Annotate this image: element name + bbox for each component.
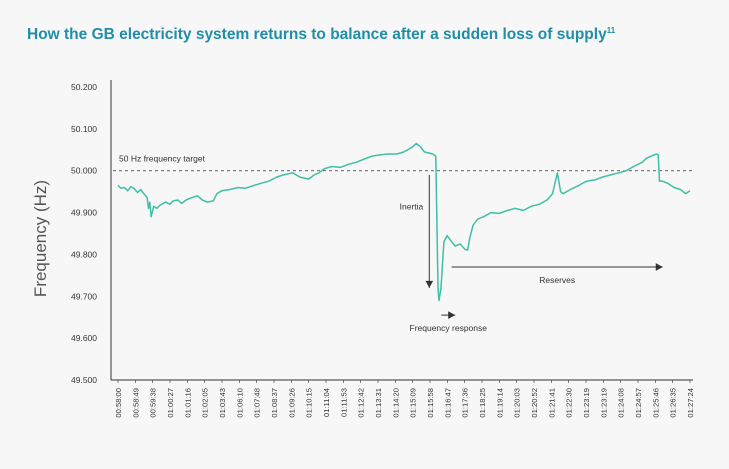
x-tick-label: 01:15:58 [426,388,435,418]
annotations: Inertia Frequency response Reserves [400,174,663,333]
y-tick-label: 49.600 [71,333,97,343]
y-tick-label: 49.800 [71,249,97,259]
x-tick-label: 01:24:08 [617,388,626,418]
x-tick-label: 01:09:26 [287,388,296,418]
x-tick-label: 01:10:15 [305,388,314,418]
x-tick-label: 01:23:19 [582,388,591,418]
x-tick-label: 01:11:04 [322,388,331,417]
x-tick-label: 00:58:49 [131,388,140,418]
x-axis-ticks: 00:58:00 00:58:49 00:59:38 01:00:27 01:01:16… [114,380,695,418]
x-tick-label: 01:06:10 [235,388,244,418]
x-tick-label: 01:15:09 [409,388,418,418]
x-tick-label: 00:58:00 [114,388,123,418]
target-reference-label: 50 Hz frequency target [119,154,206,164]
arrow-head [448,311,456,319]
x-tick-label: 01:19:14 [495,388,504,418]
y-tick-label: 49.700 [71,291,97,301]
x-tick-label: 01:23:19 [599,388,608,418]
x-tick-label: 01:02:05 [201,388,210,418]
x-tick-label: 00:59:38 [149,388,158,418]
x-tick-label: 01:13:31 [374,388,383,418]
title-footnote-marker: 11 [606,26,616,35]
reserves-label: Reserves [539,275,575,285]
x-tick-label: 01:11:53 [339,388,348,417]
x-tick-label: 01:08:37 [270,388,279,418]
x-tick-label: 01:12:42 [357,388,366,418]
y-tick-label: 50.100 [71,124,97,134]
x-tick-label: 01:21:41 [547,388,556,418]
x-tick-label: 01:18:25 [478,388,487,418]
inertia-label: Inertia [400,201,424,211]
frequency-response-label: Frequency response [410,323,488,333]
x-tick-label: 01:22:30 [565,388,574,418]
arrow-head [655,263,663,271]
y-tick-label: 49.500 [71,375,97,385]
x-tick-label: 01:20:03 [513,388,522,418]
x-tick-label: 01:14:20 [391,388,400,418]
x-tick-label: 01:17:36 [461,388,470,418]
y-axis-ticks: 50.200 50.100 50.000 49.900 49.800 49.700 49.6… [71,82,97,385]
y-tick-label: 50.200 [71,82,97,92]
y-tick-label: 49.900 [71,208,97,218]
chart-title-text: How the GB electricity system returns to… [27,26,607,44]
y-axis-label: Frequency (Hz) [31,180,50,297]
x-tick-label: 01:03:43 [218,388,227,418]
x-tick-label: 01:27:24 [686,388,695,418]
x-tick-label: 01:25:46 [651,388,660,418]
frequency-series-line [117,142,691,302]
x-tick-label: 01:24:57 [634,388,643,418]
x-tick-label: 01:00:27 [166,388,175,418]
arrow-head [425,280,434,288]
chart-title: How the GB electricity system returns to… [27,26,615,44]
x-tick-label: 01:16:47 [443,388,452,418]
x-tick-label: 01:20:52 [530,388,539,418]
x-tick-label: 01:26:35 [669,388,678,418]
x-tick-label: 01:01:16 [183,388,192,418]
y-tick-label: 50.000 [71,166,97,176]
x-tick-label: 01:07:48 [253,388,262,418]
